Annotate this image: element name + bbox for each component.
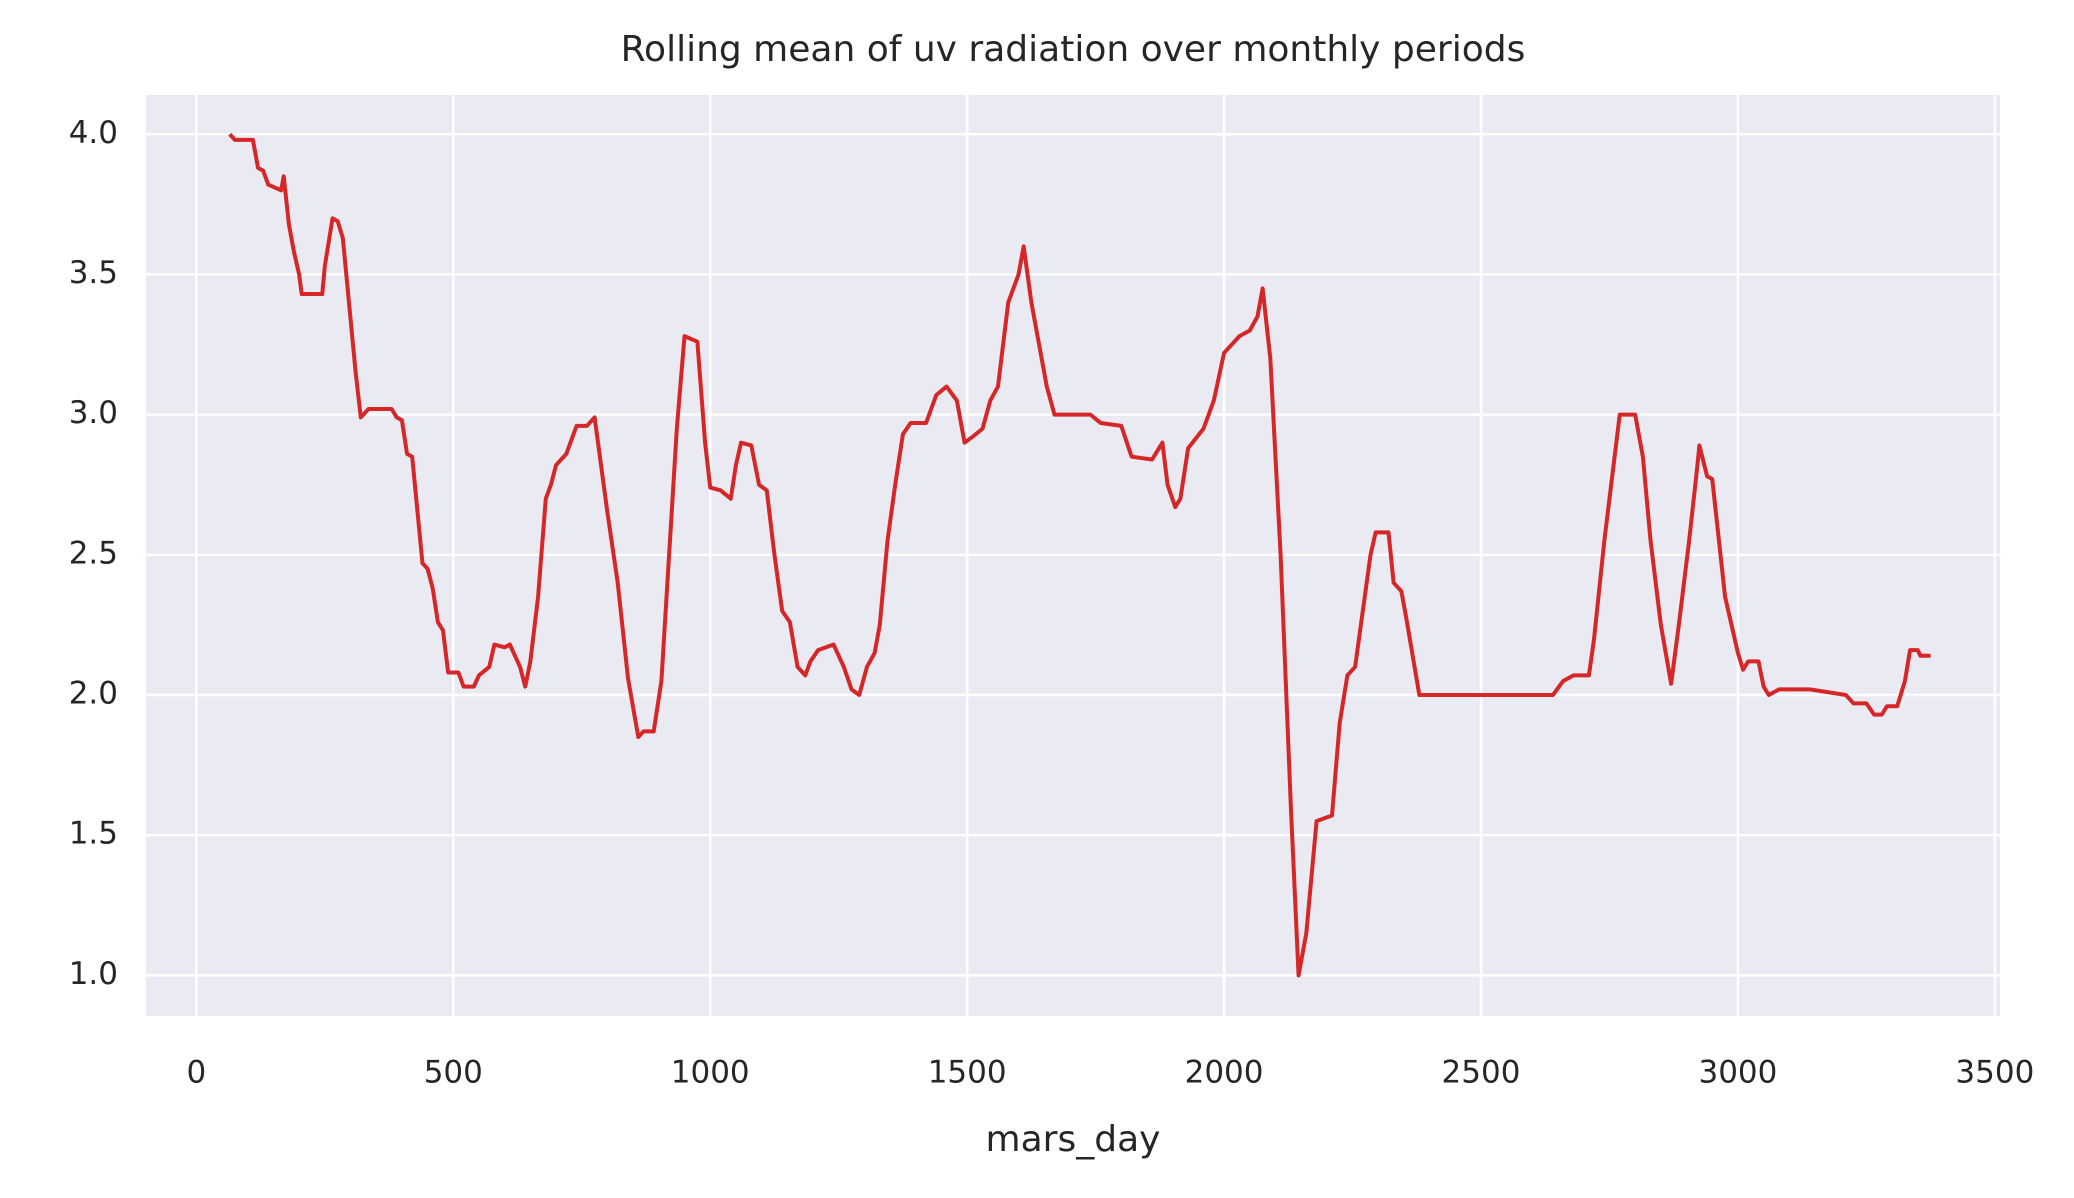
data-line (228, 132, 1931, 978)
x-axis-label: mars_day (986, 1119, 1161, 1160)
x-tick-label: 500 (424, 1055, 483, 1091)
x-tick-label: 1500 (928, 1055, 1007, 1091)
y-tick-label: 3.5 (69, 255, 118, 291)
chart-title: Rolling mean of uv radiation over monthl… (621, 29, 1526, 70)
y-tick-label: 3.0 (69, 395, 118, 431)
x-tick-label: 3000 (1698, 1055, 1777, 1091)
y-tick-label: 1.0 (69, 956, 118, 992)
x-tick-label: 3500 (1955, 1055, 2034, 1091)
x-tick-label: 2000 (1185, 1055, 1264, 1091)
y-tick-label: 2.0 (69, 675, 118, 711)
x-tick-label: 1000 (671, 1055, 750, 1091)
x-tick-label: 0 (186, 1055, 206, 1091)
y-tick-label: 1.5 (69, 816, 118, 852)
y-tick-label: 2.5 (69, 535, 118, 571)
x-tick-label: 2500 (1442, 1055, 1521, 1091)
y-tick-label: 4.0 (69, 115, 118, 151)
